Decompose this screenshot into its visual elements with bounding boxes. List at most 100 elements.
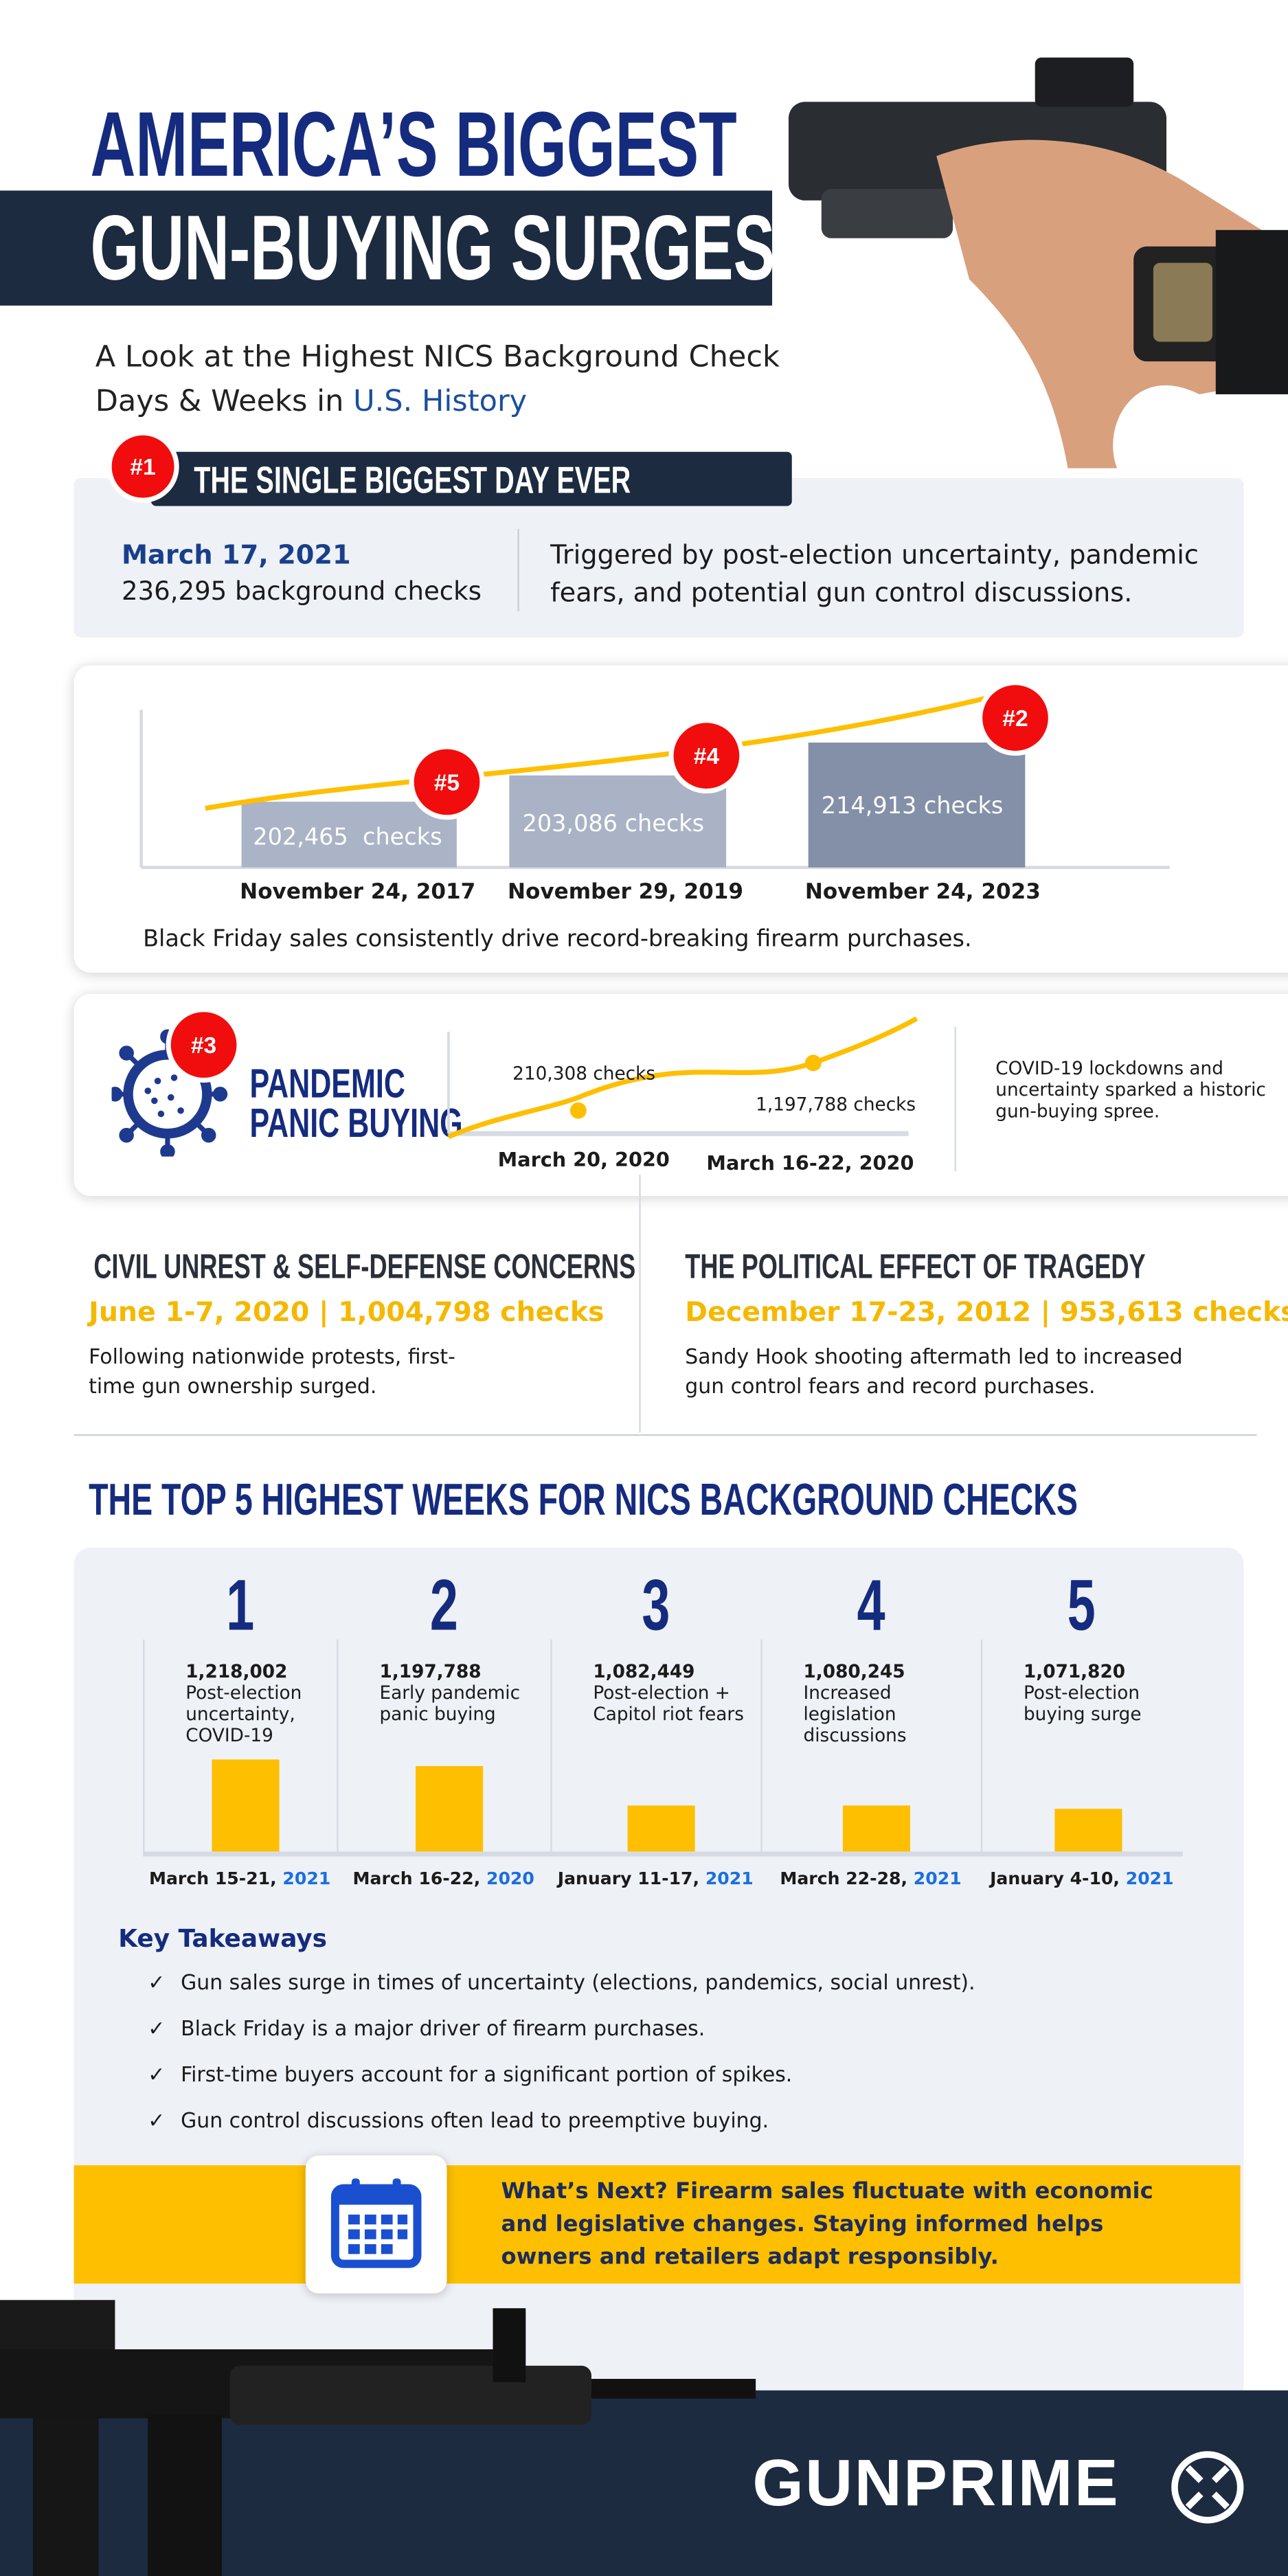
subtitle-line2: Days & Weeks in U.S. History bbox=[95, 379, 780, 424]
subtitle-highlight: U.S. History bbox=[353, 384, 528, 419]
rank-number: 5 bbox=[981, 1566, 1183, 1647]
check-icon: ✓ bbox=[148, 2108, 166, 2133]
takeaway-text: Black Friday is a major driver of firear… bbox=[181, 2015, 705, 2041]
week-reason: Post-election buying surge bbox=[1023, 1682, 1142, 1726]
date-2023: November 24, 2023 bbox=[804, 880, 1041, 905]
week-date: January 11-17, 2021 bbox=[534, 1870, 777, 1890]
rank-badge-4: #4 bbox=[673, 723, 740, 789]
biggest-day-date: March 17, 2021 bbox=[121, 539, 351, 570]
title-band bbox=[0, 190, 773, 306]
week-reason: Post-election uncertainty, COVID-19 bbox=[185, 1682, 302, 1747]
bar-2023 bbox=[808, 743, 1026, 868]
logo-text: GUNPRIME bbox=[752, 2448, 1120, 2520]
top5-axis bbox=[143, 1851, 1183, 1857]
gunprime-logo: GUNPRIME bbox=[752, 2448, 1120, 2522]
takeaway-item: ✓ Black Friday is a major driver of firea… bbox=[148, 2015, 705, 2040]
subtitle-line1: A Look at the Highest NICS Background Ch… bbox=[95, 340, 780, 375]
pandemic-trend-line bbox=[447, 1016, 918, 1140]
biggest-day-checks: 236,295 background checks bbox=[121, 576, 482, 607]
week-value: 1,071,820 bbox=[1023, 1660, 1126, 1682]
calendar-icon bbox=[330, 2178, 422, 2268]
date-text: January 11-17, bbox=[557, 1869, 705, 1890]
biggest-day-heading: THE SINGLE BIGGEST DAY EVER bbox=[194, 458, 631, 501]
crosshair-logo-icon bbox=[1171, 2451, 1244, 2524]
column-divider bbox=[639, 1174, 641, 1433]
bar-label-2023: 214,913 checks bbox=[821, 793, 1004, 820]
point-march-20 bbox=[569, 1102, 587, 1119]
point1-date: March 20, 2020 bbox=[497, 1148, 670, 1172]
date-text: March 15-21, bbox=[149, 1869, 283, 1890]
year-text: 2021 bbox=[705, 1869, 754, 1890]
bar bbox=[842, 1805, 910, 1852]
bar bbox=[627, 1805, 695, 1852]
takeaway-item: ✓ Gun sales surge in times of uncertainty… bbox=[148, 1970, 975, 1995]
bar-2017 bbox=[241, 802, 457, 868]
bar bbox=[212, 1759, 280, 1852]
date-text: January 4-10, bbox=[990, 1869, 1126, 1890]
check-icon: ✓ bbox=[148, 1969, 166, 1995]
pandemic-card bbox=[74, 993, 1288, 1197]
week-reason: Early pandemic panic buying bbox=[379, 1682, 521, 1726]
check-icon: ✓ bbox=[148, 2061, 166, 2087]
week-date: March 15-21, 2021 bbox=[126, 1870, 353, 1890]
date-text: March 16-22, bbox=[352, 1869, 486, 1890]
tragedy-highlight: December 17-23, 2012 | 953,613 checks bbox=[685, 1296, 1288, 1328]
pandemic-description: COVID-19 lockdowns and uncertainty spark… bbox=[995, 1058, 1266, 1122]
divider bbox=[954, 1026, 956, 1172]
tragedy-body: Sandy Hook shooting aftermath led to inc… bbox=[685, 1344, 1183, 1399]
title-line1: AMERICA’S BIGGEST bbox=[90, 91, 737, 196]
bar bbox=[416, 1766, 484, 1852]
column-divider bbox=[980, 1639, 983, 1853]
takeaway-text: Gun control discussions often lead to pr… bbox=[181, 2108, 769, 2133]
week-reason: Post-election + Capitol riot fears bbox=[593, 1682, 744, 1726]
section-divider bbox=[74, 1434, 1257, 1436]
divider bbox=[517, 529, 519, 611]
civil-unrest-heading: CIVIL UNREST & SELF-DEFENSE CONCERNS bbox=[93, 1248, 636, 1287]
point2-date: March 16-22, 2020 bbox=[706, 1151, 914, 1175]
week-reason: Increased legislation discussions bbox=[803, 1682, 907, 1747]
black-friday-caption: Black Friday sales consistently drive re… bbox=[143, 926, 972, 953]
civil-unrest-body: Following nationwide protests, first-tim… bbox=[89, 1344, 455, 1399]
point2-label: 1,197,788 checks bbox=[756, 1094, 916, 1116]
year-text: 2020 bbox=[486, 1869, 534, 1890]
column-divider bbox=[760, 1639, 762, 1853]
rank-badge-3: #3 bbox=[170, 1012, 237, 1078]
civil-unrest-highlight: June 1-7, 2020 | 1,004,798 checks bbox=[89, 1296, 605, 1328]
rank-number: 3 bbox=[550, 1566, 760, 1647]
bar-2019 bbox=[509, 775, 727, 868]
hero-pistol-image bbox=[723, 0, 1288, 477]
rank-text: 1 bbox=[225, 1566, 254, 1647]
biggest-day-description: Triggered by post-election uncertainty, … bbox=[550, 539, 1199, 608]
whats-next-text: What’s Next? Firearm sales fluctuate wit… bbox=[501, 2178, 1153, 2271]
rank-badge-2: #2 bbox=[982, 685, 1048, 751]
trend-line bbox=[205, 695, 986, 811]
year-text: 2021 bbox=[282, 1869, 331, 1890]
rank-number: 4 bbox=[760, 1566, 980, 1647]
rank-text: 3 bbox=[641, 1566, 670, 1647]
rank-text: 4 bbox=[857, 1566, 885, 1647]
check-icon: ✓ bbox=[148, 2015, 166, 2041]
rank-number: 1 bbox=[143, 1566, 337, 1647]
week-date: January 4-10, 2021 bbox=[964, 1870, 1199, 1890]
date-2019: November 29, 2019 bbox=[508, 880, 744, 905]
rifle-image bbox=[0, 2300, 756, 2576]
calendar-icon-box bbox=[305, 2155, 447, 2294]
column-divider bbox=[337, 1639, 339, 1853]
week-value: 1,080,245 bbox=[803, 1660, 905, 1682]
year-text: 2021 bbox=[1125, 1869, 1174, 1890]
subtitle-prefix: Days & Weeks in bbox=[95, 384, 354, 419]
black-friday-chart bbox=[139, 695, 1170, 870]
point-march-16-22 bbox=[804, 1054, 822, 1072]
rank-text: 2 bbox=[429, 1566, 458, 1647]
title-line2: GUN-BUYING SURGES bbox=[90, 195, 776, 300]
takeaway-item: ✓ First-time buyers account for a signifi… bbox=[148, 2061, 792, 2086]
rank-text: 5 bbox=[1067, 1566, 1096, 1647]
rank-number: 2 bbox=[337, 1566, 550, 1647]
week-date: March 16-22, 2020 bbox=[320, 1870, 567, 1890]
date-2017: November 24, 2017 bbox=[240, 880, 476, 905]
biggest-day-heading-bar bbox=[151, 451, 792, 506]
pandemic-chart bbox=[447, 1016, 918, 1140]
column-divider bbox=[550, 1639, 552, 1853]
top5-heading: THE TOP 5 HIGHEST WEEKS FOR NICS BACKGRO… bbox=[89, 1475, 1078, 1525]
